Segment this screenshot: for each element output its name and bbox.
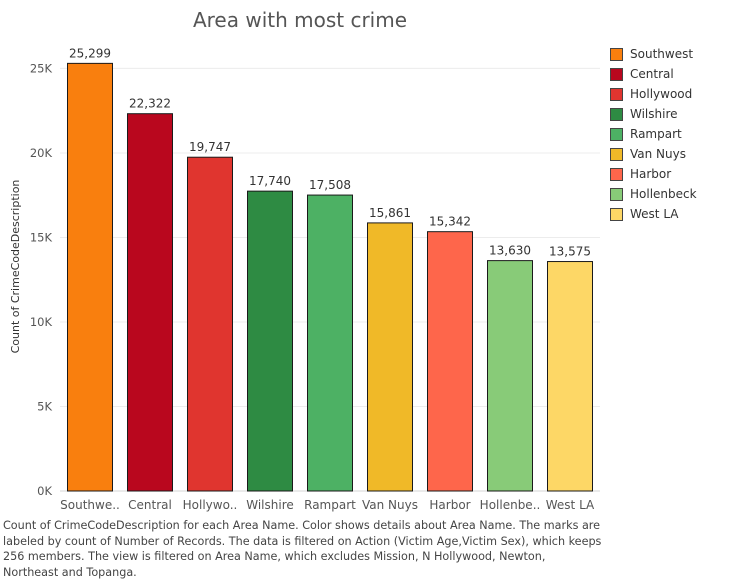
legend-swatch: [610, 167, 623, 181]
x-tick-label: Southwe..: [60, 498, 120, 512]
data-label: 13,575: [549, 245, 591, 259]
x-tick-label: Hollenbe..: [480, 498, 541, 512]
legend-swatch: [610, 147, 623, 161]
legend-swatch: [610, 87, 623, 101]
y-tick-label: 15K: [30, 230, 53, 244]
legend-swatch: [610, 107, 623, 121]
legend-item[interactable]: Rampart: [610, 124, 697, 144]
x-tick-label: Harbor: [429, 498, 470, 512]
data-label: 17,508: [309, 178, 351, 192]
data-label: 13,630: [489, 244, 531, 258]
x-tick-label: West LA: [546, 498, 595, 512]
bar-chart: 0K 5K 10K 15K 20K 25K Count of CrimeCodeDescri…: [9, 46, 600, 512]
bar: [487, 260, 533, 492]
y-tick-label: 10K: [30, 315, 53, 329]
chart-title: Area with most crime: [192, 8, 408, 32]
legend-item[interactable]: Hollenbeck: [610, 184, 697, 204]
bar: [247, 190, 293, 492]
legend-label: Rampart: [630, 127, 682, 141]
legend-label: Hollenbeck: [630, 187, 697, 201]
data-label: 17,740: [249, 174, 291, 188]
legend-item[interactable]: Harbor: [610, 164, 697, 184]
x-tick-label: Rampart: [304, 498, 356, 512]
legend-swatch: [610, 187, 623, 201]
legend-item[interactable]: Wilshire: [610, 104, 697, 124]
y-tick-label: 20K: [30, 146, 53, 160]
y-tick-label: 0K: [37, 484, 52, 498]
legend-label: Hollywood: [630, 87, 693, 101]
legend-item[interactable]: Southwest: [610, 44, 697, 64]
legend-swatch: [610, 47, 623, 61]
bar: [367, 222, 413, 492]
data-label: 19,747: [189, 140, 231, 154]
y-tick-label: 5K: [37, 399, 52, 413]
data-label: 25,299: [69, 46, 111, 60]
data-label: 15,861: [369, 206, 411, 220]
x-tick-label: Van Nuys: [362, 498, 418, 512]
legend-label: Central: [630, 67, 674, 81]
y-tick-label: 25K: [30, 61, 53, 75]
y-axis-title: Count of CrimeCodeDescription: [9, 180, 22, 354]
legend: Southwest Central Hollywood Wilshire Rampart…: [610, 44, 697, 224]
data-label: 22,322: [129, 97, 171, 111]
data-label: 15,342: [429, 215, 471, 229]
legend-swatch: [610, 67, 623, 81]
bar: [307, 194, 353, 492]
bar: [427, 231, 473, 492]
x-tick-label: Hollywo..: [183, 498, 238, 512]
legend-label: Southwest: [630, 47, 694, 61]
legend-item[interactable]: Central: [610, 64, 697, 84]
legend-label: Wilshire: [630, 107, 678, 121]
bar: [127, 113, 173, 492]
legend-swatch: [610, 127, 623, 141]
bar: [67, 62, 113, 492]
legend-item[interactable]: Hollywood: [610, 84, 697, 104]
bar: [547, 261, 593, 492]
bar: [187, 156, 233, 492]
legend-label: Harbor: [630, 167, 672, 181]
legend-item[interactable]: Van Nuys: [610, 144, 697, 164]
legend-label: West LA: [630, 207, 679, 221]
legend-item[interactable]: West LA: [610, 204, 697, 224]
legend-label: Van Nuys: [630, 147, 686, 161]
chart-caption: Count of CrimeCodeDescription for each A…: [3, 519, 602, 579]
legend-swatch: [610, 207, 623, 221]
x-tick-label: Wilshire: [246, 498, 294, 512]
x-tick-label: Central: [128, 498, 172, 512]
